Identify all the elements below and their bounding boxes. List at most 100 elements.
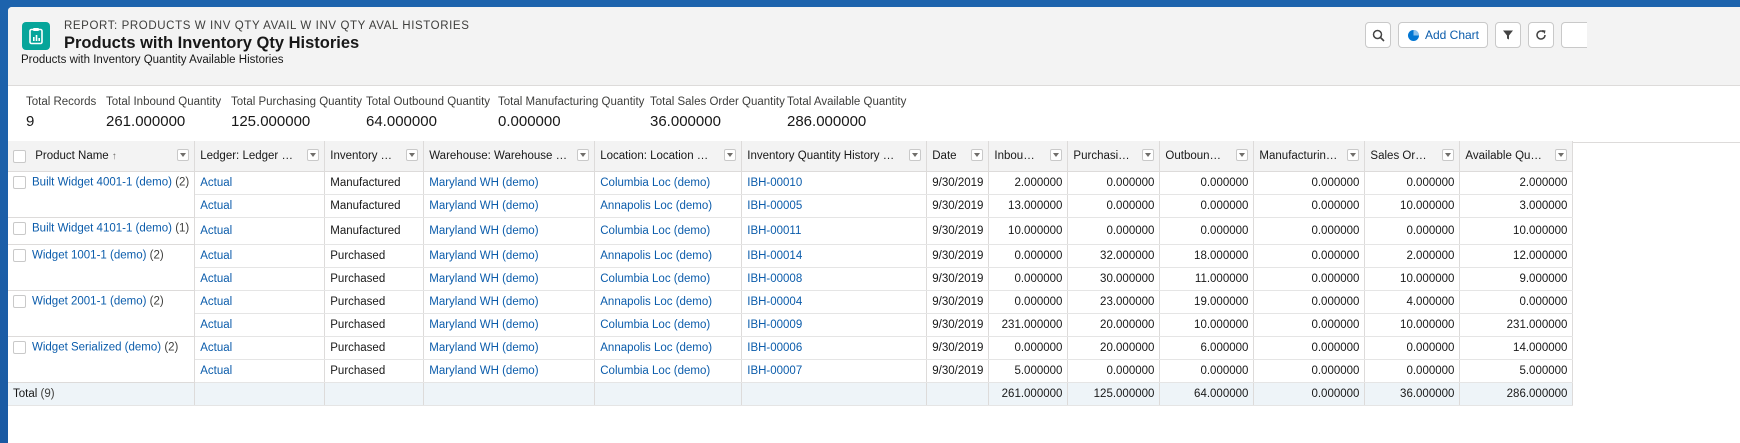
row-checkbox[interactable] bbox=[13, 176, 26, 189]
history-name-link[interactable]: IBH-00005 bbox=[747, 200, 803, 212]
column-header-history-name[interactable]: Inventory Quantity History Name bbox=[741, 141, 928, 172]
dropdown-icon[interactable] bbox=[1236, 149, 1249, 161]
ledger-cell[interactable]: Actual bbox=[194, 171, 326, 195]
location-cell[interactable]: Columbia Loc (demo) bbox=[594, 313, 743, 337]
row-checkbox[interactable] bbox=[13, 249, 26, 262]
ledger-link[interactable]: Actual bbox=[200, 250, 233, 262]
dropdown-icon[interactable] bbox=[177, 149, 190, 161]
warehouse-cell[interactable]: Maryland WH (demo) bbox=[423, 267, 596, 291]
location-cell[interactable]: Annapolis Loc (demo) bbox=[594, 244, 743, 268]
column-header-manufacturing[interactable]: Manufacturing ... bbox=[1253, 141, 1366, 172]
warehouse-cell[interactable]: Maryland WH (demo) bbox=[423, 359, 596, 383]
warehouse-link[interactable]: Maryland WH (demo) bbox=[429, 250, 539, 262]
column-header-ledger[interactable]: Ledger: Ledger Name bbox=[194, 141, 326, 172]
history-name-cell[interactable]: IBH-00006 bbox=[741, 336, 928, 360]
location-cell[interactable]: Annapolis Loc (demo) bbox=[594, 336, 743, 360]
column-header-purchasing[interactable]: Purchasing ... bbox=[1067, 141, 1161, 172]
location-link[interactable]: Columbia Loc (demo) bbox=[600, 273, 711, 285]
product-link[interactable]: Widget 2001-1 (demo) bbox=[32, 295, 147, 308]
more-actions-button[interactable] bbox=[1561, 22, 1587, 48]
refresh-button[interactable] bbox=[1528, 22, 1554, 48]
history-name-link[interactable]: IBH-00010 bbox=[747, 177, 803, 189]
row-checkbox[interactable] bbox=[13, 222, 26, 235]
ledger-link[interactable]: Actual bbox=[200, 296, 233, 308]
ledger-link[interactable]: Actual bbox=[200, 342, 233, 354]
ledger-cell[interactable]: Actual bbox=[194, 217, 326, 245]
history-name-link[interactable]: IBH-00011 bbox=[747, 225, 802, 237]
warehouse-cell[interactable]: Maryland WH (demo) bbox=[423, 244, 596, 268]
history-name-cell[interactable]: IBH-00014 bbox=[741, 244, 928, 268]
warehouse-link[interactable]: Maryland WH (demo) bbox=[429, 365, 539, 377]
ledger-cell[interactable]: Actual bbox=[194, 194, 326, 218]
location-cell[interactable]: Columbia Loc (demo) bbox=[594, 171, 743, 195]
ledger-cell[interactable]: Actual bbox=[194, 313, 326, 337]
ledger-cell[interactable]: Actual bbox=[194, 290, 326, 314]
warehouse-cell[interactable]: Maryland WH (demo) bbox=[423, 171, 596, 195]
warehouse-link[interactable]: Maryland WH (demo) bbox=[429, 225, 539, 237]
search-button[interactable] bbox=[1365, 22, 1391, 48]
history-name-link[interactable]: IBH-00008 bbox=[747, 273, 803, 285]
dropdown-icon[interactable] bbox=[909, 149, 922, 161]
history-name-cell[interactable]: IBH-00011 bbox=[741, 217, 928, 245]
history-name-link[interactable]: IBH-00007 bbox=[747, 365, 803, 377]
warehouse-link[interactable]: Maryland WH (demo) bbox=[429, 319, 539, 331]
location-link[interactable]: Annapolis Loc (demo) bbox=[600, 342, 713, 354]
history-name-cell[interactable]: IBH-00005 bbox=[741, 194, 928, 218]
column-header-available[interactable]: Available Quantity bbox=[1459, 141, 1574, 172]
column-header-inventory-type[interactable]: Inventory Type bbox=[324, 141, 425, 172]
dropdown-icon[interactable] bbox=[724, 149, 737, 161]
location-cell[interactable]: Columbia Loc (demo) bbox=[594, 359, 743, 383]
dropdown-icon[interactable] bbox=[1442, 149, 1455, 161]
warehouse-link[interactable]: Maryland WH (demo) bbox=[429, 200, 539, 212]
warehouse-link[interactable]: Maryland WH (demo) bbox=[429, 177, 539, 189]
dropdown-icon[interactable] bbox=[577, 149, 590, 161]
column-header-outbound[interactable]: Outbound ... bbox=[1159, 141, 1255, 172]
dropdown-icon[interactable] bbox=[1142, 149, 1155, 161]
history-name-link[interactable]: IBH-00006 bbox=[747, 342, 803, 354]
dropdown-icon[interactable] bbox=[1555, 149, 1568, 161]
warehouse-link[interactable]: Maryland WH (demo) bbox=[429, 273, 539, 285]
product-link[interactable]: Widget 1001-1 (demo) bbox=[32, 249, 147, 262]
history-name-link[interactable]: IBH-00009 bbox=[747, 319, 803, 331]
warehouse-cell[interactable]: Maryland WH (demo) bbox=[423, 290, 596, 314]
warehouse-cell[interactable]: Maryland WH (demo) bbox=[423, 217, 596, 245]
location-link[interactable]: Columbia Loc (demo) bbox=[600, 365, 711, 377]
filter-button[interactable] bbox=[1495, 22, 1521, 48]
location-link[interactable]: Columbia Loc (demo) bbox=[600, 177, 711, 189]
ledger-cell[interactable]: Actual bbox=[194, 267, 326, 291]
product-link[interactable]: Built Widget 4001-1 (demo) bbox=[32, 176, 172, 189]
ledger-link[interactable]: Actual bbox=[200, 177, 233, 189]
dropdown-icon[interactable] bbox=[307, 149, 320, 161]
ledger-link[interactable]: Actual bbox=[200, 319, 233, 331]
column-header-inbound[interactable]: Inbound... bbox=[988, 141, 1069, 172]
ledger-link[interactable]: Actual bbox=[200, 365, 233, 377]
location-link[interactable]: Annapolis Loc (demo) bbox=[600, 200, 713, 212]
column-header-location[interactable]: Location: Location Name bbox=[594, 141, 743, 172]
history-name-cell[interactable]: IBH-00009 bbox=[741, 313, 928, 337]
column-header-sales-order[interactable]: Sales Order ... bbox=[1364, 141, 1461, 172]
warehouse-link[interactable]: Maryland WH (demo) bbox=[429, 296, 539, 308]
history-name-link[interactable]: IBH-00004 bbox=[747, 296, 803, 308]
ledger-link[interactable]: Actual bbox=[200, 273, 233, 285]
dropdown-icon[interactable] bbox=[1347, 149, 1360, 161]
product-link[interactable]: Built Widget 4101-1 (demo) bbox=[32, 222, 172, 235]
ledger-link[interactable]: Actual bbox=[200, 200, 233, 212]
history-name-link[interactable]: IBH-00014 bbox=[747, 250, 803, 262]
location-cell[interactable]: Columbia Loc (demo) bbox=[594, 267, 743, 291]
history-name-cell[interactable]: IBH-00010 bbox=[741, 171, 928, 195]
location-cell[interactable]: Columbia Loc (demo) bbox=[594, 217, 743, 245]
location-cell[interactable]: Annapolis Loc (demo) bbox=[594, 194, 743, 218]
column-header-warehouse[interactable]: Warehouse: Warehouse Name bbox=[423, 141, 596, 172]
dropdown-icon[interactable] bbox=[971, 149, 984, 161]
select-all-checkbox[interactable] bbox=[13, 149, 26, 163]
add-chart-button[interactable]: Add Chart bbox=[1398, 22, 1488, 48]
history-name-cell[interactable]: IBH-00008 bbox=[741, 267, 928, 291]
column-header-product-name[interactable]: Product Name ↑ bbox=[8, 141, 196, 172]
ledger-link[interactable]: Actual bbox=[200, 225, 233, 237]
dropdown-icon[interactable] bbox=[406, 149, 419, 161]
location-link[interactable]: Annapolis Loc (demo) bbox=[600, 250, 713, 262]
row-checkbox[interactable] bbox=[13, 341, 26, 354]
product-link[interactable]: Widget Serialized (demo) bbox=[32, 341, 162, 354]
location-cell[interactable]: Annapolis Loc (demo) bbox=[594, 290, 743, 314]
row-checkbox[interactable] bbox=[13, 295, 26, 308]
